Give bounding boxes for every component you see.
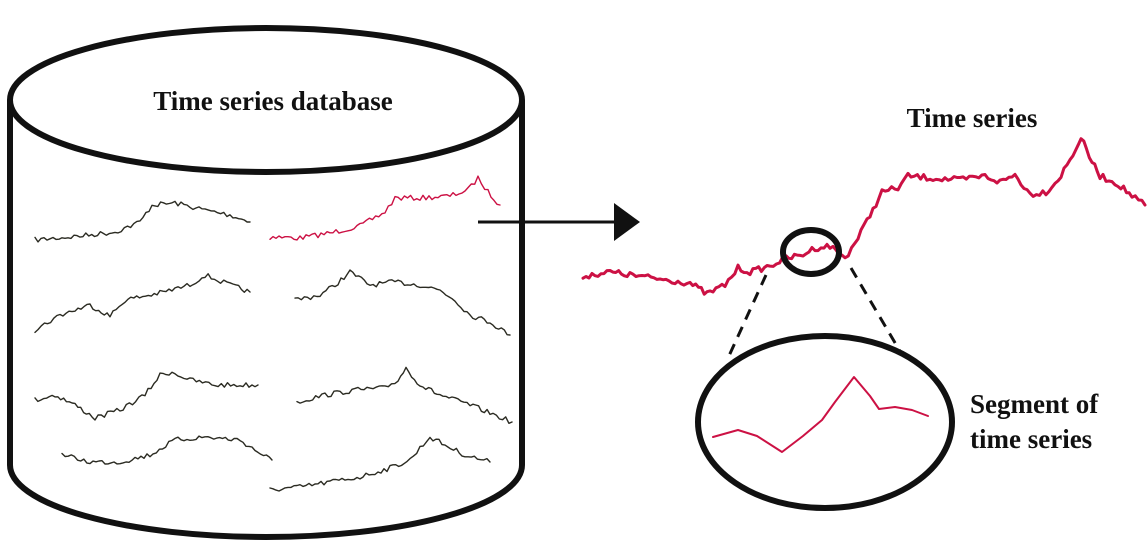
- arrow-head: [614, 203, 640, 241]
- time-series-label: Time series: [907, 103, 1038, 133]
- database-series-group: [34, 175, 513, 492]
- segment-label-line1: Segment of: [970, 389, 1099, 419]
- database-cylinder: Time series database: [7, 25, 525, 540]
- db-series-2: [269, 175, 501, 241]
- db-series-3: [34, 273, 251, 334]
- database-label: Time series database: [153, 86, 392, 116]
- db-series-6: [296, 366, 513, 424]
- segment-label-line2: time series: [970, 424, 1092, 454]
- cylinder-body: [7, 100, 525, 540]
- segment-zoom-circle: [695, 333, 955, 511]
- main-time-series: [581, 137, 1147, 296]
- db-series-5: [34, 371, 259, 421]
- arrow: [478, 203, 640, 241]
- cylinder-top: [7, 25, 525, 175]
- db-series-4: [294, 269, 511, 336]
- zoom-line-left: [726, 274, 768, 359]
- db-series-7: [61, 435, 273, 465]
- segment-highlight-circle: [780, 227, 842, 277]
- segment-series: [712, 376, 929, 453]
- db-series-8: [269, 436, 491, 492]
- db-series-1: [34, 200, 251, 243]
